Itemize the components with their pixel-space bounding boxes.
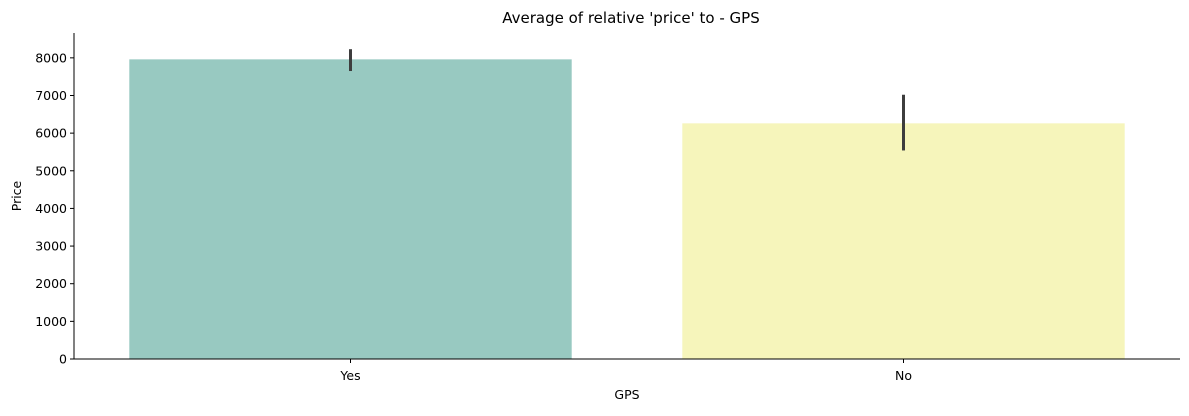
x-axis-label: GPS — [614, 387, 639, 402]
y-tick-label: 8000 — [35, 50, 67, 65]
y-tick-label: 4000 — [35, 201, 67, 216]
y-tick-label: 5000 — [35, 163, 67, 178]
y-tick-label: 3000 — [35, 239, 67, 254]
chart-title: Average of relative 'price' to - GPS — [502, 9, 759, 27]
x-tick-label: Yes — [339, 368, 360, 383]
y-tick-label: 6000 — [35, 126, 67, 141]
y-tick-label: 2000 — [35, 276, 67, 291]
y-tick-label: 7000 — [35, 88, 67, 103]
plot-area — [129, 49, 1125, 359]
x-tick-label: No — [895, 368, 912, 383]
bar-no — [682, 123, 1125, 359]
y-tick-label: 0 — [59, 352, 67, 367]
bar-yes — [129, 59, 572, 359]
y-tick-label: 1000 — [35, 314, 67, 329]
y-axis-label: Price — [9, 180, 24, 211]
